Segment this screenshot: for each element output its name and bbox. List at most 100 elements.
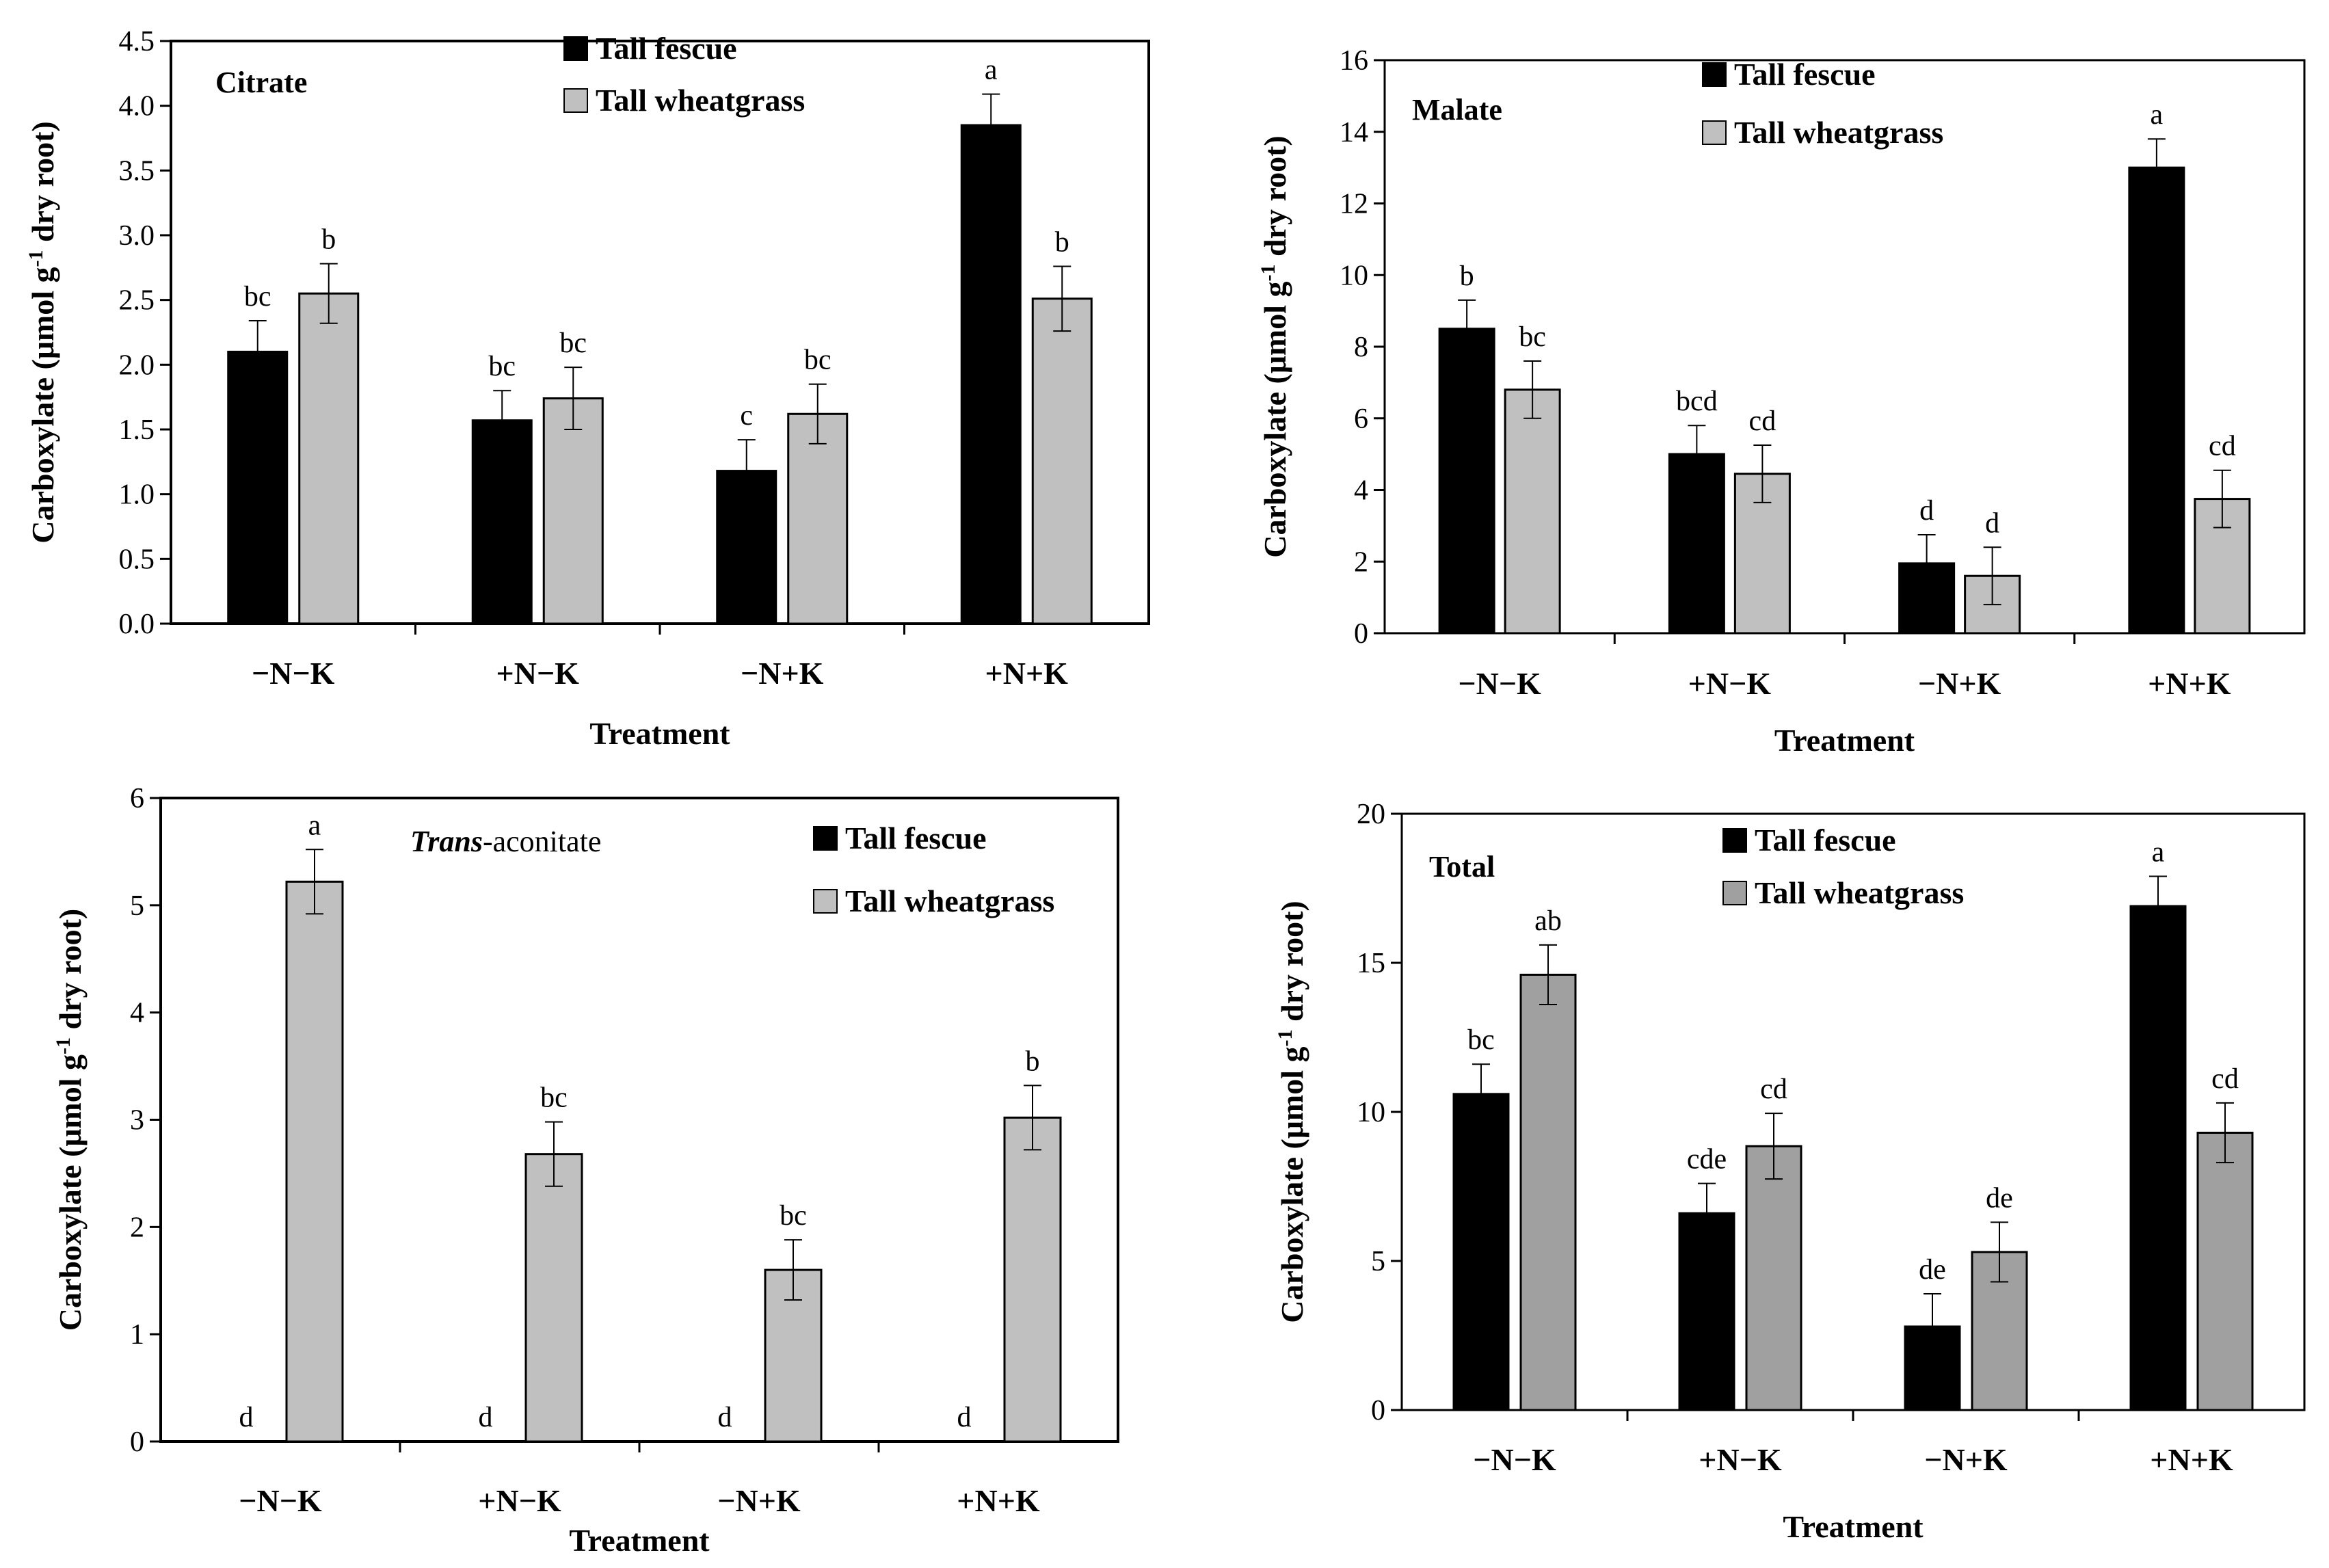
chart-title: Total	[1429, 850, 1495, 883]
x-category-label: −N−K	[252, 656, 335, 691]
x-category-label: +N+K	[2150, 1442, 2233, 1477]
significance-letter: a	[2152, 837, 2165, 868]
bar-tall-wheatgrass	[1745, 1145, 1802, 1411]
y-tick-label: 0.5	[119, 544, 155, 575]
significance-letter: a	[2151, 99, 2164, 131]
y-tick-label: 1	[130, 1319, 144, 1351]
significance-letter: bc	[1519, 321, 1546, 353]
legend-label: Tall fescue	[1755, 823, 1896, 858]
legend-label: Tall wheatgrass	[845, 883, 1054, 918]
significance-letter: b	[1026, 1046, 1040, 1077]
significance-letter: ab	[1534, 905, 1562, 937]
bar-tall-wheatgrass	[1003, 1116, 1062, 1443]
y-tick-label: 10	[1357, 1097, 1385, 1128]
chart-title: Malate	[1412, 93, 1502, 127]
y-axis-title: Carboxylate (μmol g-1 dry root)	[1274, 901, 1309, 1323]
significance-letter: d	[479, 1402, 493, 1433]
significance-letter: cde	[1687, 1144, 1727, 1175]
x-axis-title: Treatment	[1774, 723, 1915, 758]
y-tick-label: 0	[130, 1426, 144, 1458]
bar-tall-wheatgrass	[542, 397, 604, 625]
y-tick-label: 0	[1371, 1395, 1385, 1426]
significance-letter: b	[1460, 261, 1474, 292]
legend-label: Tall fescue	[1734, 57, 1876, 92]
x-axis-title: Treatment	[1783, 1509, 1924, 1544]
bar-tall-wheatgrass	[1031, 297, 1093, 625]
bar-tall-wheatgrass	[524, 1153, 583, 1443]
x-category-label: −N−K	[1458, 666, 1541, 701]
significance-letter: cd	[2209, 431, 2236, 462]
significance-letter: bc	[804, 345, 831, 376]
y-tick-label: 2	[1354, 546, 1368, 578]
significance-letter: bc	[780, 1200, 807, 1232]
legend-label: Tall wheatgrass	[1734, 115, 1943, 150]
y-axis-title: Carboxylate (μmol g-1 dry root)	[52, 909, 88, 1331]
y-tick-label: 2	[130, 1212, 144, 1243]
x-axis-title: Treatment	[589, 716, 730, 751]
legend-swatch-tall-fescue	[1722, 828, 1747, 853]
significance-letter: bcd	[1676, 386, 1718, 417]
legend-label: Tall fescue	[596, 31, 737, 66]
significance-letter: d	[239, 1402, 254, 1433]
bar-tall-wheatgrass	[1964, 574, 2021, 635]
legend-swatch-tall-fescue	[563, 36, 588, 61]
y-tick-label: 20	[1357, 799, 1385, 830]
bar-tall-fescue	[1438, 328, 1495, 635]
bar-tall-wheatgrass	[1504, 388, 1561, 635]
x-category-label: −N−K	[239, 1483, 322, 1518]
x-category-label: +N−K	[496, 656, 580, 691]
bar-tall-wheatgrass	[1971, 1251, 2028, 1411]
bar-tall-wheatgrass	[1733, 473, 1791, 635]
legend-swatch-tall-fescue	[813, 826, 838, 851]
significance-letter: bc	[559, 328, 587, 359]
significance-letter: cd	[1749, 406, 1776, 437]
y-tick-label: 1.0	[119, 479, 155, 511]
legend-swatch-tall-wheatgrass	[813, 889, 838, 914]
y-tick-label: 1.5	[119, 414, 155, 446]
legend-label: Tall wheatgrass	[596, 83, 805, 118]
bar-tall-fescue	[471, 419, 533, 625]
bar-tall-fescue	[2128, 166, 2185, 635]
x-category-label: −N−K	[1473, 1442, 1556, 1477]
y-tick-label: 10	[1340, 260, 1368, 291]
bar-tall-wheatgrass	[298, 292, 360, 625]
bar-tall-wheatgrass	[787, 412, 849, 625]
y-tick-label: 6	[130, 783, 144, 814]
significance-letter: cd	[1760, 1074, 1787, 1105]
significance-letter: bc	[540, 1082, 568, 1114]
y-tick-label: 2.5	[119, 285, 155, 317]
legend-label: Tall fescue	[845, 821, 987, 855]
y-axis-title: Carboxylate (μmol g-1 dry root)	[25, 121, 60, 543]
chart-panel-1: 0.00.51.01.52.02.53.03.54.04.5bcb−N−Kbcb…	[25, 26, 1150, 751]
significance-letter: de	[1986, 1182, 2013, 1214]
y-tick-label: 2.0	[119, 349, 155, 381]
x-category-label: −N+K	[741, 656, 824, 691]
y-tick-label: 3.0	[119, 220, 155, 252]
x-category-label: +N−K	[1699, 1442, 1782, 1477]
y-tick-label: 15	[1357, 948, 1385, 979]
bar-tall-fescue	[1668, 453, 1725, 635]
y-tick-label: 8	[1354, 332, 1368, 363]
significance-letter: a	[985, 55, 998, 86]
y-tick-label: 4.5	[119, 26, 155, 57]
legend-swatch-tall-fescue	[1702, 62, 1727, 87]
x-category-label: +N+K	[2148, 666, 2231, 701]
x-category-label: +N+K	[957, 1483, 1040, 1518]
significance-letter: d	[1985, 507, 1999, 539]
bar-tall-wheatgrass	[2196, 1132, 2254, 1411]
bar-tall-wheatgrass	[1519, 973, 1577, 1411]
significance-letter: cd	[2211, 1063, 2239, 1095]
bar-tall-fescue	[2129, 905, 2187, 1411]
significance-letter: d	[957, 1402, 972, 1433]
chart-title: Trans-aconitate	[410, 825, 601, 858]
y-tick-label: 4	[1354, 475, 1368, 507]
y-tick-label: 3.5	[119, 155, 155, 187]
chart-panel-4: 0 5 10 15 20 bc ab −N−K cde cd +N−K de de −N+K a cd +N+K…	[1274, 799, 2306, 1544]
y-tick-label: 14	[1340, 117, 1368, 148]
x-category-label: +N−K	[478, 1483, 561, 1518]
bar-tall-fescue	[960, 124, 1022, 625]
significance-letter: d	[1919, 495, 1934, 527]
significance-letter: a	[308, 810, 321, 841]
